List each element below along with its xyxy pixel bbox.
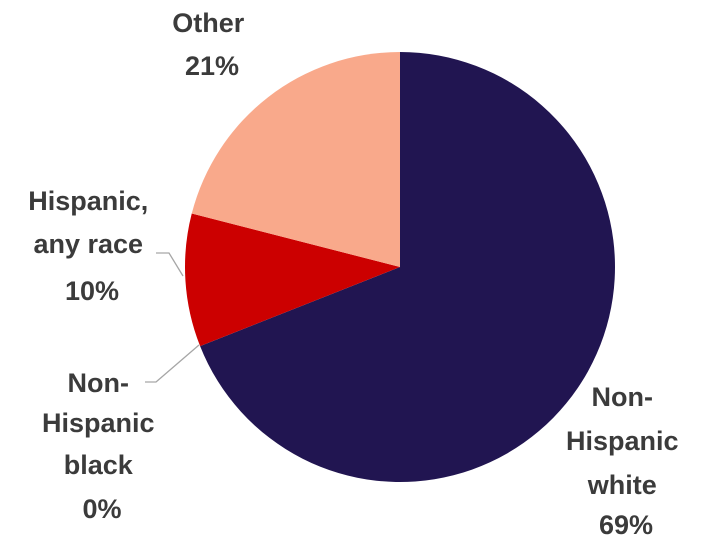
- slice-label-line: Hispanic,: [28, 186, 148, 216]
- slice-label-line: white: [587, 470, 657, 500]
- pie-slice-hispanic-any-race: [184, 213, 400, 347]
- slice-label-line: Hispanic: [566, 426, 679, 456]
- pie-slice-other: [191, 52, 400, 267]
- slice-label-non-hispanic-black: Non- Hispanic black 0%: [42, 368, 162, 524]
- slice-value-label: 21%: [185, 51, 239, 81]
- leader-line-hispanic: [156, 252, 184, 277]
- slice-label-other: Other 21%: [172, 8, 252, 81]
- slice-label-line: Hispanic: [42, 408, 155, 438]
- slice-label-non-hispanic-white: Non- Hispanic white 69%: [566, 382, 686, 540]
- slice-labels: Non- Hispanic white 69% Non- Hispanic bl…: [28, 8, 686, 540]
- slice-label-line: Non-: [68, 368, 129, 398]
- leader-lines: [145, 252, 200, 383]
- slice-label-line: black: [64, 450, 134, 480]
- leader-line-non-hispanic-black: [145, 344, 200, 383]
- slice-label-line: Non-: [592, 382, 653, 412]
- slice-value-label: 69%: [599, 510, 653, 540]
- pie-slice-non-hispanic-white: [200, 51, 616, 482]
- slice-label-line: any race: [33, 229, 143, 259]
- slice-label-line: Other: [172, 8, 245, 38]
- slice-label-hispanic: Hispanic, any race 10%: [28, 186, 156, 306]
- slice-value-label: 0%: [82, 494, 121, 524]
- pie-slices: [184, 51, 616, 482]
- slice-value-label: 10%: [65, 276, 119, 306]
